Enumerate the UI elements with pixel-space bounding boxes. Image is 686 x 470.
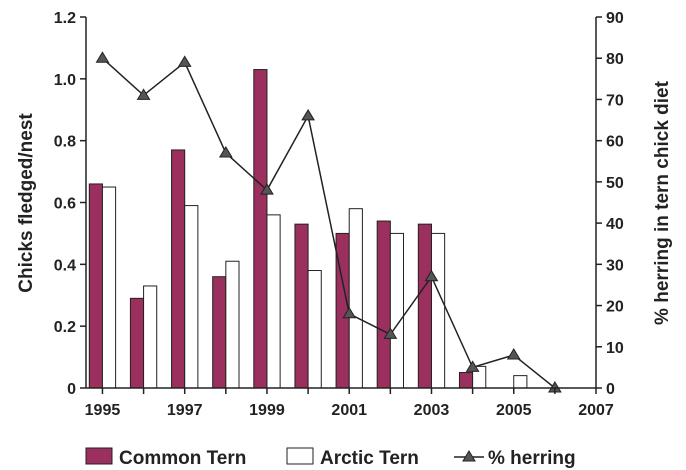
bar-common-tern-1995 — [88, 183, 103, 389]
bar-common-tern-1996 — [129, 297, 145, 389]
point-herring-2001 — [342, 306, 357, 319]
point-herring-2002 — [383, 327, 398, 339]
axes-layer: 0 0.2 0.4 0.6 0.8 1.0 1.2 0 10 20 30 40 50 60 70 80 90 19… — [54, 10, 624, 419]
x-tick-label-2005: 2005 — [496, 402, 532, 419]
bar-common-tern-2004 — [458, 372, 474, 389]
y-tick-label-0.8: 0.8 — [54, 134, 76, 151]
y2-tick-label-20: 20 — [606, 299, 624, 316]
y-tick-label-1.2: 1.2 — [54, 10, 76, 27]
point-herring-2000 — [301, 108, 315, 121]
y2-tick-label-30: 30 — [606, 257, 624, 274]
legend-label-arctic-tern: Arctic Tern — [320, 448, 419, 469]
y2-tick-label-80: 80 — [606, 51, 624, 68]
bar-arctic-tern-2002 — [389, 232, 405, 389]
point-herring-2005 — [506, 348, 521, 360]
x-tick-label-2001: 2001 — [331, 402, 367, 419]
y2-tick-label-90: 90 — [606, 10, 624, 27]
bar-arctic-tern-1999 — [266, 214, 281, 389]
bar-common-tern-1997 — [171, 149, 186, 389]
y2-tick-label-0: 0 — [606, 381, 615, 398]
bar-common-tern-2003 — [417, 223, 432, 389]
point-herring-1995 — [95, 51, 110, 63]
y2-tick-label-40: 40 — [606, 216, 624, 233]
legend-swatch-common-tern — [85, 447, 113, 465]
point-herring-1999 — [260, 183, 274, 195]
bar-common-tern-1999 — [253, 69, 268, 389]
y-tick-label-1.0: 1.0 — [54, 72, 76, 89]
y2-tick-label-10: 10 — [606, 340, 624, 357]
bar-arctic-tern-1998 — [225, 260, 240, 389]
point-herring-1998 — [218, 146, 233, 158]
bar-arctic-tern-2005 — [513, 375, 528, 389]
x-tick-label-1999: 1999 — [249, 402, 285, 419]
y-axis-title: Chicks fledged/nest — [16, 113, 37, 293]
x-tick-label-1997: 1997 — [167, 402, 203, 419]
x-tick-label-2007: 2007 — [578, 402, 614, 419]
bar-arctic-tern-2000 — [307, 270, 322, 389]
legend: Common Tern Arctic Tern % herring — [85, 447, 576, 469]
point-herring-1997 — [177, 55, 192, 67]
bar-arctic-tern-2003 — [430, 232, 446, 389]
legend-swatch-arctic-tern — [286, 447, 314, 465]
bars-layer — [88, 69, 528, 389]
legend-marker-herring — [462, 450, 476, 462]
y-tick-label-0.6: 0.6 — [54, 196, 76, 213]
bar-arctic-tern-2001 — [348, 208, 363, 389]
point-herring-1996 — [136, 88, 151, 100]
bar-arctic-tern-1996 — [143, 285, 158, 389]
y2-tick-label-60: 60 — [606, 134, 624, 151]
bar-common-tern-1998 — [212, 276, 227, 389]
point-herring-2003 — [424, 269, 439, 282]
x-tick-label-1995: 1995 — [85, 402, 121, 419]
y2-tick-label-70: 70 — [606, 92, 624, 109]
bar-arctic-tern-1997 — [184, 205, 199, 389]
bar-common-tern-2002 — [376, 220, 391, 389]
bar-common-tern-2000 — [294, 223, 309, 389]
bar-arctic-tern-1995 — [101, 186, 117, 389]
x-tick-label-2003: 2003 — [414, 402, 450, 419]
y-tick-label-0.4: 0.4 — [54, 257, 76, 274]
y2-axis-title: % herring in tern chick diet — [652, 80, 673, 325]
y-tick-label-0.2: 0.2 — [54, 319, 76, 336]
point-herring-2004 — [465, 360, 480, 372]
y2-tick-label-50: 50 — [606, 175, 624, 192]
legend-label-herring: % herring — [488, 448, 576, 469]
legend-label-common-tern: Common Tern — [119, 448, 246, 469]
series-line-herring — [101, 57, 556, 389]
herring-line-layer — [95, 51, 562, 393]
y-tick-label-0: 0 — [67, 381, 76, 398]
